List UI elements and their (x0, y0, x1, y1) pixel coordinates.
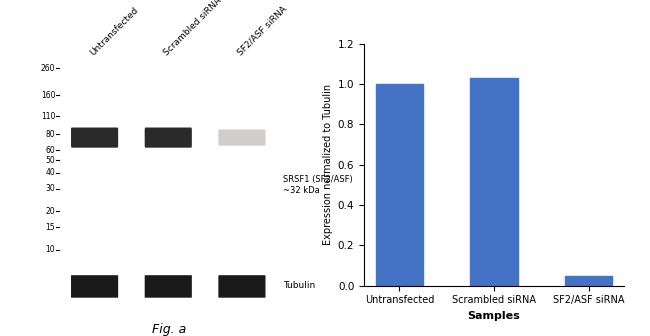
Text: 260: 260 (41, 64, 55, 73)
Text: 160: 160 (41, 91, 55, 100)
Text: 110: 110 (41, 112, 55, 121)
FancyBboxPatch shape (218, 129, 265, 145)
FancyBboxPatch shape (145, 275, 192, 298)
Text: 15: 15 (46, 223, 55, 232)
Text: Tubulin: Tubulin (283, 281, 315, 290)
Text: 60: 60 (46, 145, 55, 155)
Text: SRSF1 (SF2/ASF)
~32 kDa: SRSF1 (SF2/ASF) ~32 kDa (283, 175, 352, 195)
Text: 80: 80 (46, 129, 55, 138)
Text: 10: 10 (46, 245, 55, 254)
Bar (471, 78, 517, 286)
Text: 30: 30 (46, 184, 55, 193)
FancyBboxPatch shape (145, 127, 192, 148)
FancyBboxPatch shape (218, 275, 265, 298)
Text: Untransfected: Untransfected (88, 5, 140, 57)
Text: Fig. a: Fig. a (152, 323, 186, 336)
FancyBboxPatch shape (71, 127, 118, 148)
Text: 20: 20 (46, 207, 55, 216)
Bar (376, 84, 423, 286)
Bar (565, 276, 612, 286)
Y-axis label: Expression normalized to Tubulin: Expression normalized to Tubulin (324, 84, 333, 245)
X-axis label: Samples: Samples (467, 311, 521, 321)
Text: SF2/ASF siRNA: SF2/ASF siRNA (235, 4, 289, 57)
FancyBboxPatch shape (71, 275, 118, 298)
Text: Scrambled siRNA: Scrambled siRNA (162, 0, 223, 57)
Text: 40: 40 (46, 168, 55, 177)
Text: 50: 50 (46, 156, 55, 165)
